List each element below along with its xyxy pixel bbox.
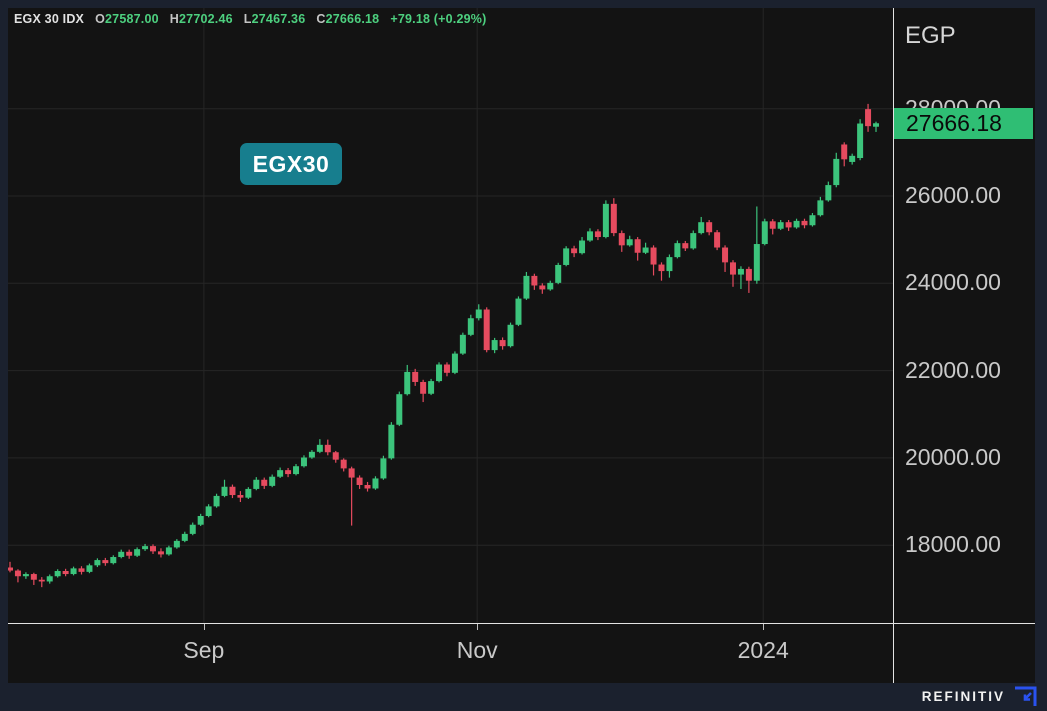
price-axis-label: 18000.00 — [905, 531, 1001, 558]
candlestick-chart[interactable] — [8, 8, 893, 623]
chart-panel: EGX 30 IDX O27587.00 H27702.46 L27467.36… — [8, 8, 1035, 683]
price-axis-label: 20000.00 — [905, 443, 1001, 470]
refinitiv-wordmark: REFINITIV — [921, 688, 1005, 704]
last-price-badge: 27666.18 — [893, 107, 1033, 139]
time-axis-tick — [203, 624, 205, 630]
instrument-name: EGX 30 IDX — [14, 12, 85, 26]
price-axis-label: 26000.00 — [905, 182, 1001, 208]
branding: REFINITIV — [922, 683, 1038, 709]
time-axis-label: Sep — [183, 637, 225, 663]
time-axis-tick — [477, 624, 479, 630]
price-axis-border — [893, 8, 894, 683]
price-chart-plot[interactable]: EGX 30 IDX O27587.00 H27702.46 L27467.36… — [8, 8, 893, 623]
change-field: +79.18 (+0.29%) — [390, 12, 487, 26]
time-axis[interactable]: Sep Nov 2024 — [8, 624, 893, 683]
high-field: H27702.46 — [169, 12, 233, 26]
open-field: O27587.00 — [95, 12, 159, 26]
low-field: L27467.36 — [243, 12, 306, 26]
time-axis-border — [8, 623, 1035, 624]
currency-label: EGP — [905, 22, 956, 49]
price-axis-label: 22000.00 — [905, 356, 1001, 383]
close-field: C27666.18 — [316, 12, 380, 26]
time-axis-label: 2024 — [737, 637, 789, 663]
time-axis-label: Nov — [456, 637, 498, 663]
series-label-badge: EGX30 — [240, 143, 342, 185]
price-axis-label: 24000.00 — [905, 269, 1001, 296]
time-axis-tick — [763, 624, 765, 630]
ohlc-legend: EGX 30 IDX O27587.00 H27702.46 L27467.36… — [14, 12, 486, 26]
price-axis[interactable]: EGP 28000.0026000.0024000.0022000.002000… — [893, 8, 1035, 683]
refinitiv-logo-icon — [1015, 686, 1037, 706]
